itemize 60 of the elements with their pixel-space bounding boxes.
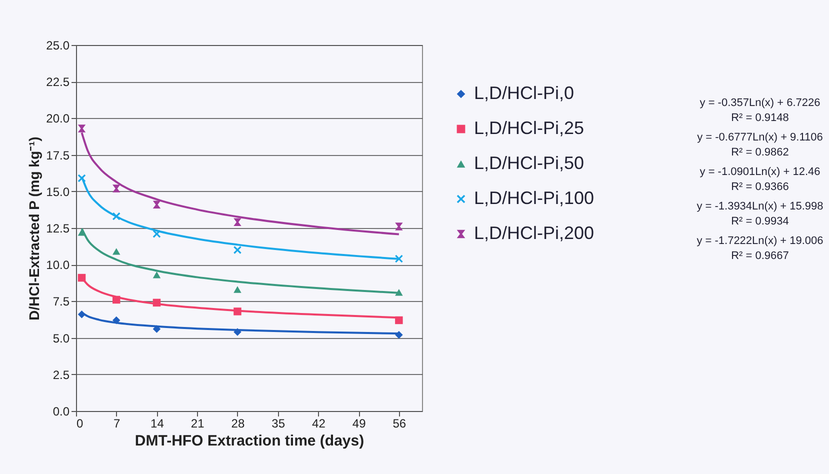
legend-label: L,D/HCl-Pi,200 — [474, 223, 594, 243]
point — [234, 286, 242, 293]
y-tick-label: 0.0 — [52, 404, 70, 418]
point — [152, 230, 161, 238]
text: R² = 0.9148 — [731, 112, 789, 124]
x-tick-label: 0 — [76, 416, 84, 430]
point — [152, 298, 161, 307]
y-tick-label: 17.5 — [46, 148, 70, 162]
point — [112, 184, 120, 192]
point — [152, 271, 161, 278]
text: y = -1.7222Ln(x) + 19.006 — [696, 235, 824, 247]
point — [112, 248, 120, 255]
point — [112, 212, 120, 220]
legend-label: L,D/HCl-Pi,50 — [474, 153, 584, 173]
x-tick-label: 28 — [231, 416, 245, 430]
legend-label: L,D/HCl-Pi,100 — [474, 188, 594, 208]
legend-label: L,D/HCl-Pi,25 — [474, 118, 584, 138]
text: R² = 0.9366 — [731, 181, 789, 193]
text: R² = 0.9862 — [731, 146, 789, 158]
point — [395, 289, 403, 296]
point — [234, 308, 242, 316]
text: y = -1.0901Ln(x) + 12.46 — [700, 166, 820, 178]
point — [152, 200, 161, 208]
point — [112, 296, 120, 304]
y-tick-label: 25.0 — [46, 38, 70, 52]
text: y = -0.6777Ln(x) + 9.1106 — [697, 132, 823, 144]
x-tick-label: 49 — [352, 416, 366, 430]
point — [395, 331, 403, 339]
y-axis-title: D/HCl-Extracted P (mg kg⁻¹) — [26, 136, 42, 320]
x-tick-label: 35 — [272, 416, 286, 430]
point — [152, 325, 161, 333]
point — [234, 246, 242, 254]
point — [395, 222, 403, 230]
point — [78, 274, 86, 282]
y-tick-label: 5.0 — [52, 331, 70, 346]
point — [234, 328, 242, 336]
point — [78, 310, 86, 318]
y-tick-label: 2.5 — [52, 368, 70, 382]
text: R² = 0.9667 — [731, 250, 789, 262]
y-tick-label: 15.0 — [46, 184, 70, 199]
x-tick-label: 7 — [114, 416, 121, 430]
y-tick-label: 7.5 — [52, 294, 70, 309]
legend-label: L,D/HCl-Pi,0 — [474, 83, 574, 103]
text: y = -0.357Ln(x) + 6.7226 — [700, 97, 820, 109]
point — [78, 174, 86, 182]
point — [78, 124, 86, 132]
y-tick-label: 12.5 — [46, 222, 70, 236]
x-tick-label: 21 — [190, 416, 205, 430]
point — [234, 218, 242, 226]
x-tick-label: 42 — [312, 416, 326, 430]
point — [112, 316, 120, 324]
point — [395, 316, 403, 324]
y-tick-label: 22.5 — [46, 75, 70, 90]
text: R² = 0.9934 — [731, 216, 789, 228]
x-tick-label: 56 — [392, 416, 406, 430]
y-tick-label: 20.0 — [46, 112, 70, 126]
y-tick-label: 10.0 — [46, 258, 70, 272]
x-tick-label: 14 — [150, 416, 164, 430]
x-axis-title: DMT-HFO Extraction time (days) — [134, 432, 364, 450]
text: y = -1.3934Ln(x) + 15.998 — [696, 200, 824, 212]
